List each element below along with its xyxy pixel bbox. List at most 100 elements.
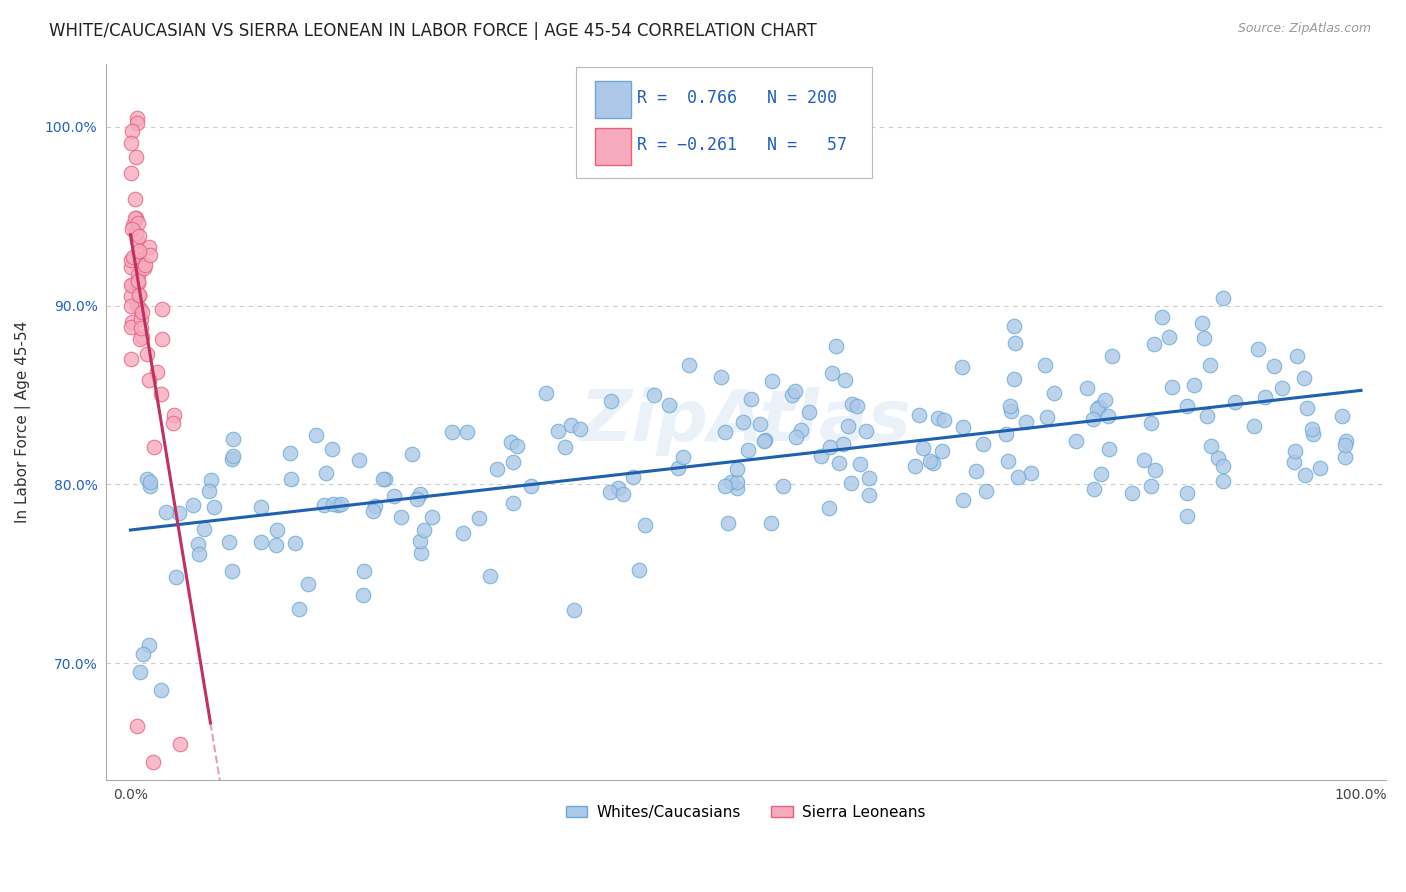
Point (456, 425, 478, 439)
Point (1133, 453, 1156, 467)
Text: R = −0.261   N =   57: R = −0.261 N = 57 (637, 136, 846, 154)
Point (374, 472, 396, 486)
Point (834, 373, 856, 387)
Point (748, 417, 770, 432)
Point (1271, 381, 1294, 395)
Point (120, 253, 142, 268)
Text: R =  0.766   N = 200: R = 0.766 N = 200 (637, 89, 837, 107)
Text: WHITE/CAUCASIAN VS SIERRA LEONEAN IN LABOR FORCE | AGE 45-54 CORRELATION CHART: WHITE/CAUCASIAN VS SIERRA LEONEAN IN LAB… (49, 22, 817, 40)
Point (280, 472, 302, 486)
Point (855, 424, 877, 438)
Point (832, 437, 855, 451)
Point (1201, 439, 1223, 453)
Point (124, 192, 146, 206)
Point (125, 150, 148, 164)
Point (1175, 509, 1198, 524)
Point (952, 493, 974, 508)
Point (554, 441, 576, 455)
Point (221, 564, 243, 578)
Point (124, 211, 146, 225)
Point (155, 505, 177, 519)
Point (221, 452, 243, 467)
Point (974, 483, 997, 498)
Point (127, 268, 149, 282)
Point (1083, 482, 1105, 496)
Point (1294, 468, 1316, 483)
Point (131, 305, 153, 319)
Point (120, 166, 142, 180)
Point (371, 472, 394, 486)
Point (1144, 462, 1167, 476)
Point (121, 277, 143, 292)
Point (737, 442, 759, 457)
Point (1161, 380, 1184, 394)
Point (932, 413, 955, 427)
Point (169, 737, 191, 751)
Point (678, 359, 700, 373)
Point (250, 534, 273, 549)
Point (187, 537, 209, 551)
Point (754, 433, 776, 447)
Point (1121, 486, 1143, 500)
Point (129, 312, 152, 326)
Point (562, 603, 585, 617)
Point (931, 444, 953, 458)
Point (202, 500, 225, 515)
Text: Source: ZipAtlas.com: Source: ZipAtlas.com (1237, 22, 1371, 36)
Point (599, 484, 621, 499)
Point (1285, 349, 1308, 363)
Point (250, 500, 273, 514)
Point (188, 547, 211, 561)
Point (1088, 401, 1111, 415)
Point (138, 373, 160, 387)
Point (401, 447, 423, 461)
Point (1199, 358, 1222, 372)
Point (120, 277, 142, 292)
Point (305, 428, 328, 442)
Point (759, 516, 782, 530)
Point (1333, 450, 1355, 464)
Point (1064, 434, 1087, 449)
Point (127, 274, 149, 288)
Point (315, 467, 337, 481)
Point (1206, 451, 1229, 466)
Point (127, 233, 149, 247)
Point (790, 423, 813, 437)
Point (740, 392, 762, 406)
Point (1097, 409, 1119, 423)
Point (1002, 318, 1025, 333)
Point (1000, 404, 1022, 418)
Point (127, 246, 149, 260)
Point (284, 536, 307, 550)
Point (612, 487, 634, 501)
Point (266, 523, 288, 537)
Point (125, 226, 148, 240)
Point (606, 481, 628, 495)
Point (568, 422, 591, 436)
Point (845, 399, 868, 413)
Point (818, 500, 841, 515)
Point (1014, 415, 1036, 429)
Point (218, 534, 240, 549)
Point (163, 408, 186, 422)
Point (321, 442, 343, 457)
Point (725, 482, 748, 496)
Point (142, 441, 165, 455)
Point (821, 367, 844, 381)
Point (127, 116, 149, 130)
Point (1243, 419, 1265, 434)
Point (1192, 331, 1215, 345)
Point (534, 386, 557, 401)
Point (1212, 291, 1234, 305)
Point (634, 517, 657, 532)
Point (908, 409, 931, 423)
Point (828, 457, 851, 471)
Point (364, 499, 387, 513)
Point (467, 511, 489, 525)
Point (502, 496, 524, 510)
Point (128, 288, 150, 302)
Legend: Whites/Caucasians, Sierra Leoneans: Whites/Caucasians, Sierra Leoneans (560, 798, 932, 826)
Point (752, 434, 775, 448)
Point (997, 454, 1019, 468)
Point (825, 338, 848, 352)
